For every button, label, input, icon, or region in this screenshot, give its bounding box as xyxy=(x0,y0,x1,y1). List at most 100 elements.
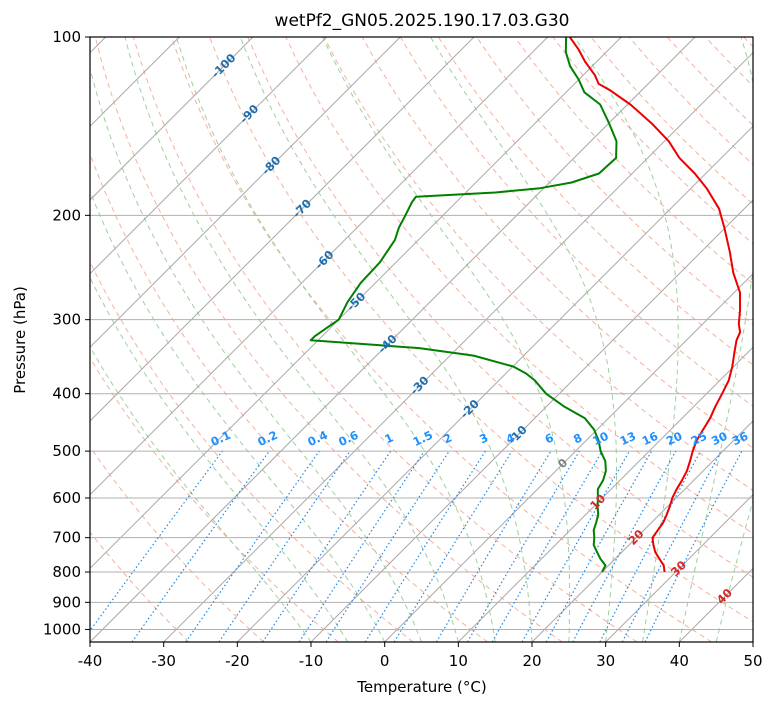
x-tick-label: 0 xyxy=(380,652,390,670)
isotherm xyxy=(605,493,753,642)
y-tick-label: 300 xyxy=(52,311,81,329)
moist-adiabat xyxy=(124,37,459,642)
mixing-ratio-line xyxy=(545,450,653,642)
mixing-ratio-line xyxy=(298,450,425,642)
dry-adiabat xyxy=(399,37,753,407)
plot-frame xyxy=(89,36,754,643)
isotherm-label: 20 xyxy=(625,527,646,548)
dry-adiabat xyxy=(552,37,753,245)
mixing-ratio-line xyxy=(644,450,743,642)
isotherm xyxy=(90,37,622,570)
dry-adiabat xyxy=(704,37,753,87)
mixing-ratio-line xyxy=(218,450,351,642)
mixing-ratio-label: 25 xyxy=(689,429,709,448)
mixing-ratio-line xyxy=(185,450,320,642)
dry-adiabat xyxy=(90,446,264,642)
x-axis-label: Temperature (°C) xyxy=(356,678,486,696)
mixing-ratio-label: 1 xyxy=(382,430,395,446)
y-tick-label: 800 xyxy=(52,563,81,581)
background-lines xyxy=(90,37,753,642)
axis-ticks: -40 -30 -20 -10 0 10 20 30 40 5010020030040050060… xyxy=(43,28,763,670)
moist-adiabat xyxy=(90,65,422,642)
moist-adiabat xyxy=(90,276,349,642)
isotherm xyxy=(531,420,753,642)
y-tick-label: 900 xyxy=(52,593,81,611)
isotherm xyxy=(90,37,696,642)
y-tick-label: 100 xyxy=(52,28,81,46)
dry-adiabat xyxy=(90,356,339,642)
moist-adiabat xyxy=(430,37,617,642)
dry-adiabat xyxy=(90,260,414,642)
isotherm xyxy=(90,37,254,201)
moist-adiabat xyxy=(175,37,496,642)
mixing-ratio-label: 36 xyxy=(730,429,750,448)
y-tick-label: 500 xyxy=(52,442,81,460)
dry-adiabat xyxy=(666,37,753,126)
chart-title: wetPf2_GN05.2025.190.17.03.G30 xyxy=(275,11,570,31)
moist-adiabat xyxy=(90,189,386,642)
isotherm-label: -50 xyxy=(344,289,369,314)
moist-adiabat xyxy=(90,345,312,642)
dry-adiabat xyxy=(247,37,753,578)
mixing-ratio-label: 20 xyxy=(664,429,684,448)
y-tick-label: 600 xyxy=(52,489,81,507)
y-tick-label: 700 xyxy=(52,529,81,547)
data-lines xyxy=(309,37,742,573)
x-tick-label: -30 xyxy=(151,652,176,670)
isotherm xyxy=(90,37,328,275)
mixing-ratio-line xyxy=(131,450,270,642)
moist-adiabat xyxy=(715,498,753,642)
y-tick-label: 1000 xyxy=(43,620,81,638)
y-tick-label: 200 xyxy=(52,206,81,224)
isotherm xyxy=(90,37,475,422)
dry-adiabat xyxy=(590,37,753,205)
isotherm xyxy=(678,567,753,642)
dry-adiabat xyxy=(514,37,753,285)
isotherm xyxy=(752,641,753,642)
x-tick-label: -10 xyxy=(299,652,324,670)
isotherm xyxy=(384,272,753,642)
isotherm xyxy=(90,37,549,496)
mixing-ratio-line xyxy=(435,450,552,642)
isotherm xyxy=(163,51,753,642)
mixing-ratio-label: 10 xyxy=(590,429,610,448)
x-tick-label: 40 xyxy=(670,652,689,670)
isotherm-label: 0 xyxy=(555,456,571,472)
dry-adiabat xyxy=(90,152,488,642)
x-tick-label: 20 xyxy=(522,652,541,670)
isotherm xyxy=(457,346,753,642)
x-tick-label: -20 xyxy=(225,652,250,670)
mixing-ratio-line xyxy=(364,450,486,642)
x-tick-label: -40 xyxy=(78,652,103,670)
dry-adiabat xyxy=(437,37,753,366)
mixing-ratio-line xyxy=(393,450,513,642)
mixing-ratio-line xyxy=(466,450,580,642)
isotherm xyxy=(236,125,753,642)
x-tick-label: 50 xyxy=(743,652,762,670)
mixing-ratio-label: 0.2 xyxy=(255,428,279,449)
mixing-ratio-label: 16 xyxy=(640,429,660,448)
mixing-ratio-label: 0.6 xyxy=(336,428,360,449)
isotherm-label: -100 xyxy=(208,51,238,81)
y-axis-label: Pressure (hPa) xyxy=(11,286,29,394)
moist-adiabat xyxy=(574,37,679,642)
dry-adiabat xyxy=(94,37,563,642)
plot-labels: -100-90-80-70-60-50-40-30-20-10010203040… xyxy=(208,51,750,607)
mixing-ratio-line xyxy=(521,450,631,642)
dry-adiabat xyxy=(132,37,638,642)
dewpoint-line xyxy=(309,37,618,573)
dry-adiabat xyxy=(90,531,190,642)
isotherm xyxy=(310,199,753,642)
mixing-ratio-label: 0.4 xyxy=(305,428,329,449)
mixing-ratio-label: 3 xyxy=(477,430,490,446)
mixing-ratio-label: 0.1 xyxy=(209,428,233,449)
mixing-ratio-label: 13 xyxy=(618,429,638,448)
moist-adiabat xyxy=(239,37,533,642)
isotherm xyxy=(90,37,401,349)
x-tick-label: 30 xyxy=(596,652,615,670)
mixing-ratio-line xyxy=(90,450,223,632)
mixing-ratio-label: 1.5 xyxy=(411,428,435,449)
mixing-ratio-line xyxy=(262,450,392,642)
x-tick-label: 10 xyxy=(449,652,468,670)
